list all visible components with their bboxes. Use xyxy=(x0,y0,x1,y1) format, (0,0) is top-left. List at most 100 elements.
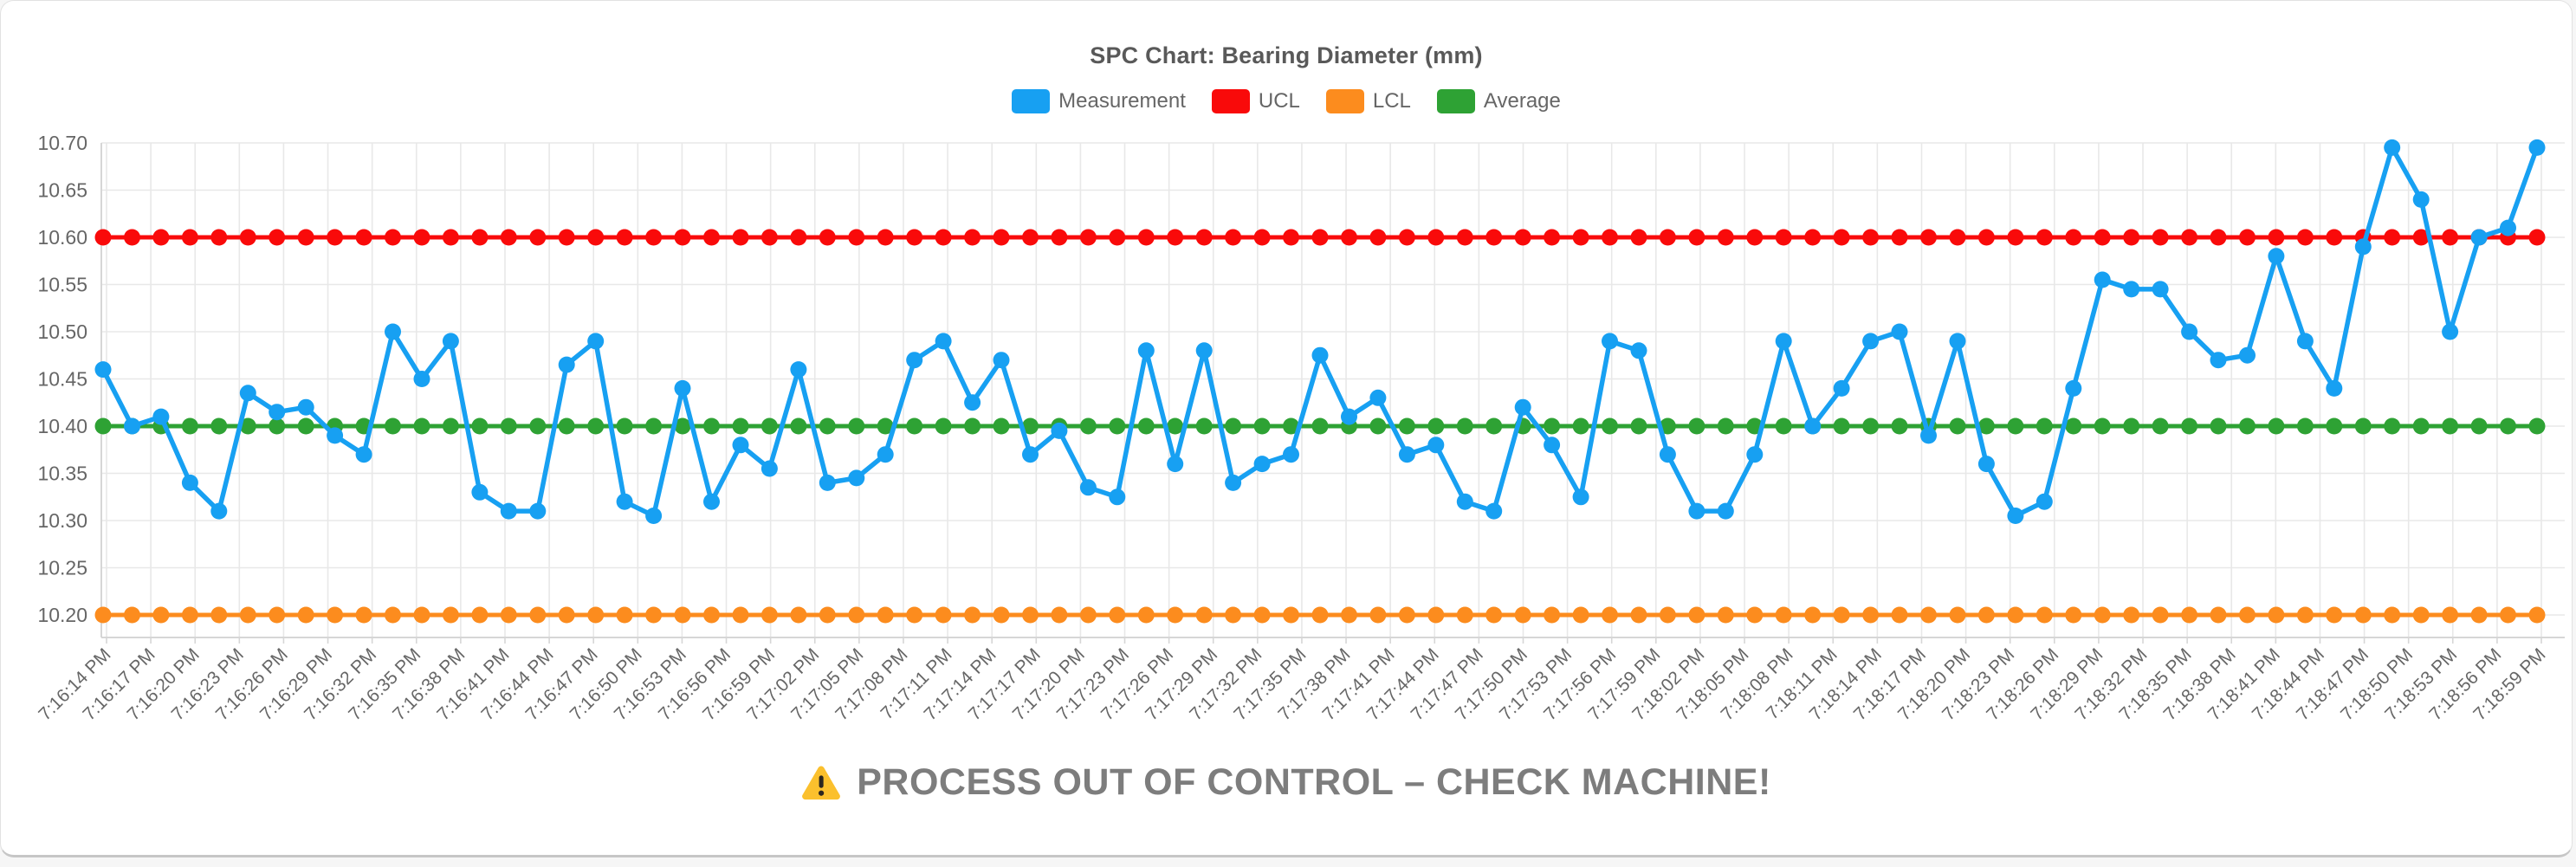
lcl-point xyxy=(1167,606,1184,624)
lcl-point xyxy=(2326,606,2343,624)
lcl-point xyxy=(1514,606,1531,624)
ucl-point xyxy=(616,229,633,246)
ucl-point xyxy=(1717,229,1734,246)
average-point xyxy=(2268,417,2285,435)
ucl-point xyxy=(385,229,401,246)
average-point xyxy=(1833,417,1850,435)
measurement-point xyxy=(355,446,372,463)
measurement-point xyxy=(2152,281,2169,298)
ucl-point xyxy=(993,229,1010,246)
average-point xyxy=(645,417,663,435)
legend-item-measurement[interactable]: Measurement xyxy=(1012,89,1186,113)
average-point xyxy=(703,417,720,435)
measurement-point xyxy=(1746,446,1764,463)
lcl-point xyxy=(2181,606,2198,624)
lcl-point xyxy=(1051,606,1068,624)
measurement-point xyxy=(1109,488,1126,506)
measurement-point xyxy=(1283,446,1299,463)
average-point xyxy=(732,417,749,435)
legend-swatch-average xyxy=(1436,89,1475,113)
ucl-point xyxy=(1079,229,1097,246)
ucl-point xyxy=(1572,229,1589,246)
ucl-point xyxy=(442,229,459,246)
lcl-point xyxy=(2384,606,2401,624)
measurement-point xyxy=(1804,417,1822,435)
average-point xyxy=(819,417,836,435)
lcl-point xyxy=(355,606,372,624)
ucl-point xyxy=(1283,229,1299,246)
average-point xyxy=(964,417,981,435)
ucl-point xyxy=(1544,229,1561,246)
lcl-point xyxy=(1688,606,1705,624)
average-point xyxy=(2181,417,2198,435)
measurement-point xyxy=(500,502,517,520)
lcl-point xyxy=(674,606,691,624)
y-tick-label: 10.40 xyxy=(37,415,87,437)
legend-item-average[interactable]: Average xyxy=(1436,89,1561,113)
measurement-point xyxy=(2500,219,2516,236)
lcl-point xyxy=(1079,606,1097,624)
average-point xyxy=(2442,417,2459,435)
average-point xyxy=(1253,417,1271,435)
ucl-point xyxy=(964,229,981,246)
lcl-point xyxy=(1109,606,1126,624)
lcl-point xyxy=(2470,606,2488,624)
measurement-point xyxy=(471,483,489,501)
ucl-point xyxy=(2326,229,2343,246)
lcl-point xyxy=(819,606,836,624)
lcl-point xyxy=(529,606,547,624)
measurement-point xyxy=(1485,502,1503,520)
ucl-point xyxy=(210,229,228,246)
average-point xyxy=(529,417,547,435)
measurement-point xyxy=(1456,493,1473,510)
lcl-point xyxy=(1311,606,1329,624)
measurement-point xyxy=(964,394,981,411)
ucl-point xyxy=(2239,229,2256,246)
lcl-point xyxy=(1717,606,1734,624)
lcl-point xyxy=(1427,606,1445,624)
ucl-point xyxy=(2094,229,2111,246)
average-point xyxy=(761,417,778,435)
warning-icon xyxy=(802,766,841,799)
ucl-point xyxy=(2268,229,2285,246)
warning-banner: PROCESS OUT OF CONTROL – CHECK MACHINE! xyxy=(1,761,2572,804)
measurement-point xyxy=(645,508,663,524)
ucl-point xyxy=(1253,229,1271,246)
average-series xyxy=(94,417,2546,435)
ucl-point xyxy=(1891,229,1908,246)
average-point xyxy=(1485,417,1503,435)
measurement-point xyxy=(1862,333,1880,350)
ucl-point xyxy=(1775,229,1792,246)
ucl-point xyxy=(181,229,198,246)
measurement-point xyxy=(2470,229,2488,246)
ucl-point xyxy=(935,229,952,246)
lcl-point xyxy=(1341,606,1357,624)
ucl-point xyxy=(877,229,894,246)
measurement-point xyxy=(1195,342,1213,359)
average-point xyxy=(210,417,228,435)
ucl-point xyxy=(297,229,314,246)
lcl-point xyxy=(471,606,489,624)
legend-label: LCL xyxy=(1372,89,1411,113)
legend-item-ucl[interactable]: UCL xyxy=(1211,89,1300,113)
lcl-point xyxy=(935,606,952,624)
average-point xyxy=(2036,417,2053,435)
ucl-point xyxy=(413,229,430,246)
lcl-point xyxy=(1398,606,1415,624)
lcl-point xyxy=(327,606,344,624)
measurement-point xyxy=(2210,352,2227,369)
measurement-point xyxy=(1225,474,1242,491)
measurement-point xyxy=(2326,379,2343,397)
average-point xyxy=(2007,417,2024,435)
measurement-point xyxy=(1572,488,1589,506)
average-point xyxy=(2094,417,2111,435)
measurement-point xyxy=(1659,446,1676,463)
y-tick-label: 10.50 xyxy=(37,320,87,343)
legend-item-lcl[interactable]: LCL xyxy=(1325,89,1411,113)
ucl-point xyxy=(471,229,489,246)
lcl-series xyxy=(94,606,2546,624)
lcl-point xyxy=(848,606,865,624)
ucl-point xyxy=(1833,229,1850,246)
y-tick-label: 10.35 xyxy=(37,463,87,485)
